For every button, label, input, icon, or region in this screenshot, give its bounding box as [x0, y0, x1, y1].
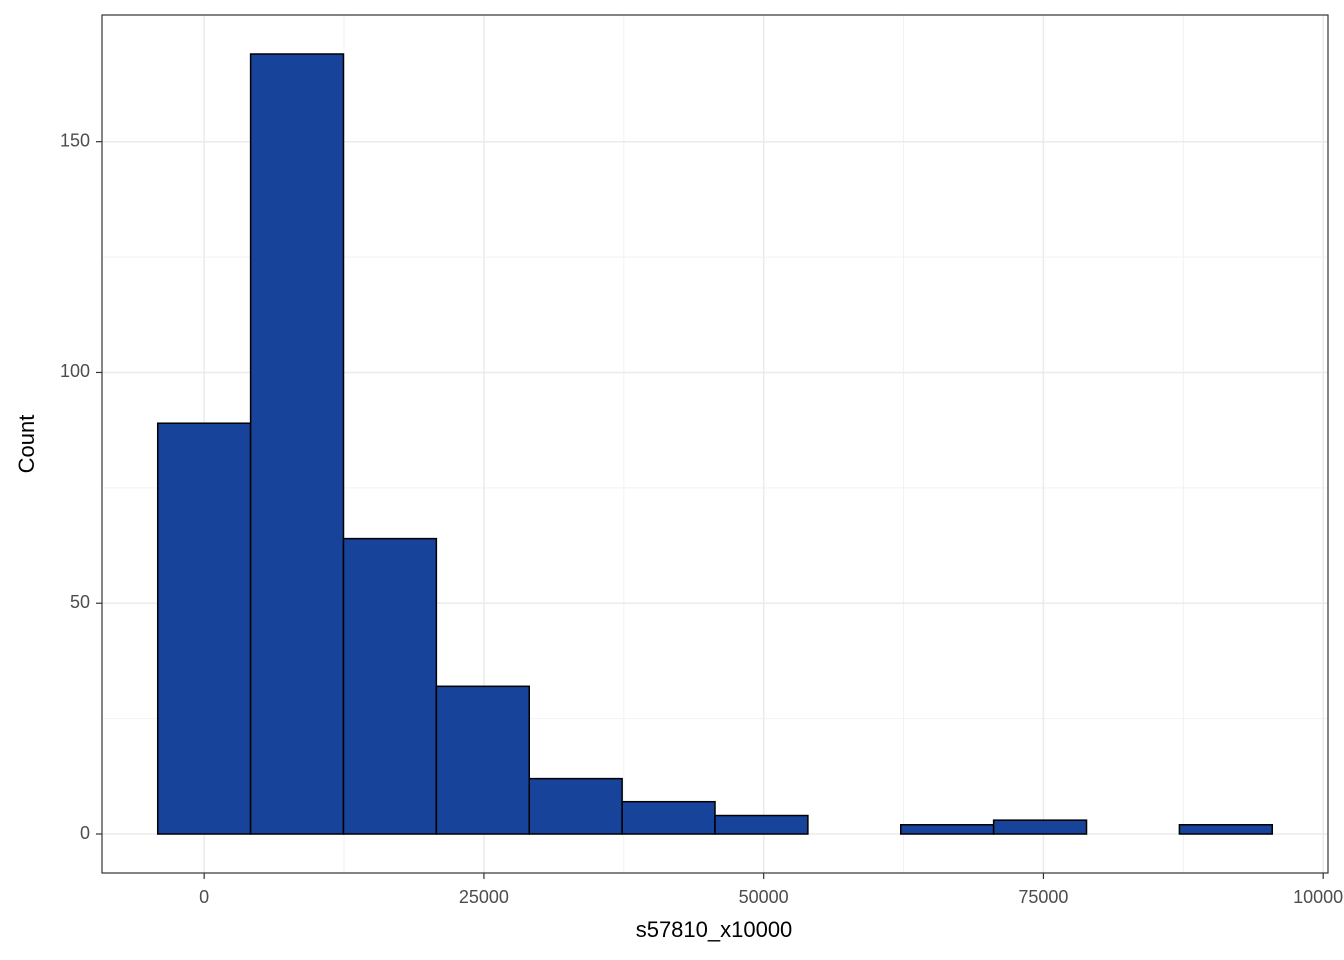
y-tick-label: 100 [60, 361, 90, 381]
bar [435, 685, 530, 835]
bar [342, 537, 438, 835]
bar [900, 824, 995, 835]
y-tick-label: 50 [70, 592, 90, 612]
bar [1178, 824, 1274, 835]
bar [992, 819, 1088, 835]
x-tick-label: 75000 [1018, 887, 1068, 907]
y-axis-title: Count [14, 415, 39, 474]
x-tick-label: 0 [199, 887, 209, 907]
bar [714, 814, 809, 835]
panel-border [101, 14, 1329, 874]
x-axis-title: s57810_x10000 [636, 917, 793, 942]
bar [621, 800, 716, 835]
bar [156, 422, 252, 835]
y-tick-label: 0 [80, 823, 90, 843]
bar [249, 53, 345, 835]
x-tick-label: 25000 [459, 887, 509, 907]
x-tick-label: 50000 [739, 887, 789, 907]
y-tick-label: 150 [60, 130, 90, 150]
bar [528, 777, 623, 835]
